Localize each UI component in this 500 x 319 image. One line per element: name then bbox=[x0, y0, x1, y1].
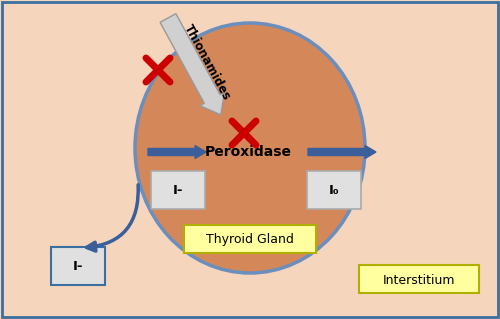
Text: Thionamides: Thionamides bbox=[181, 22, 233, 103]
FancyArrow shape bbox=[308, 145, 376, 159]
FancyBboxPatch shape bbox=[184, 225, 316, 253]
Ellipse shape bbox=[135, 23, 365, 273]
Text: I-: I- bbox=[73, 261, 83, 273]
Text: Thyroid Gland: Thyroid Gland bbox=[206, 234, 294, 247]
FancyBboxPatch shape bbox=[359, 265, 479, 293]
Text: Peroxidase: Peroxidase bbox=[204, 145, 292, 159]
FancyArrow shape bbox=[160, 14, 224, 115]
Text: Interstitium: Interstitium bbox=[383, 273, 455, 286]
FancyBboxPatch shape bbox=[151, 171, 205, 209]
FancyBboxPatch shape bbox=[51, 247, 105, 285]
Text: I-: I- bbox=[173, 184, 183, 197]
FancyArrow shape bbox=[148, 145, 206, 159]
FancyBboxPatch shape bbox=[307, 171, 361, 209]
FancyBboxPatch shape bbox=[2, 2, 498, 317]
Text: I₀: I₀ bbox=[328, 184, 340, 197]
